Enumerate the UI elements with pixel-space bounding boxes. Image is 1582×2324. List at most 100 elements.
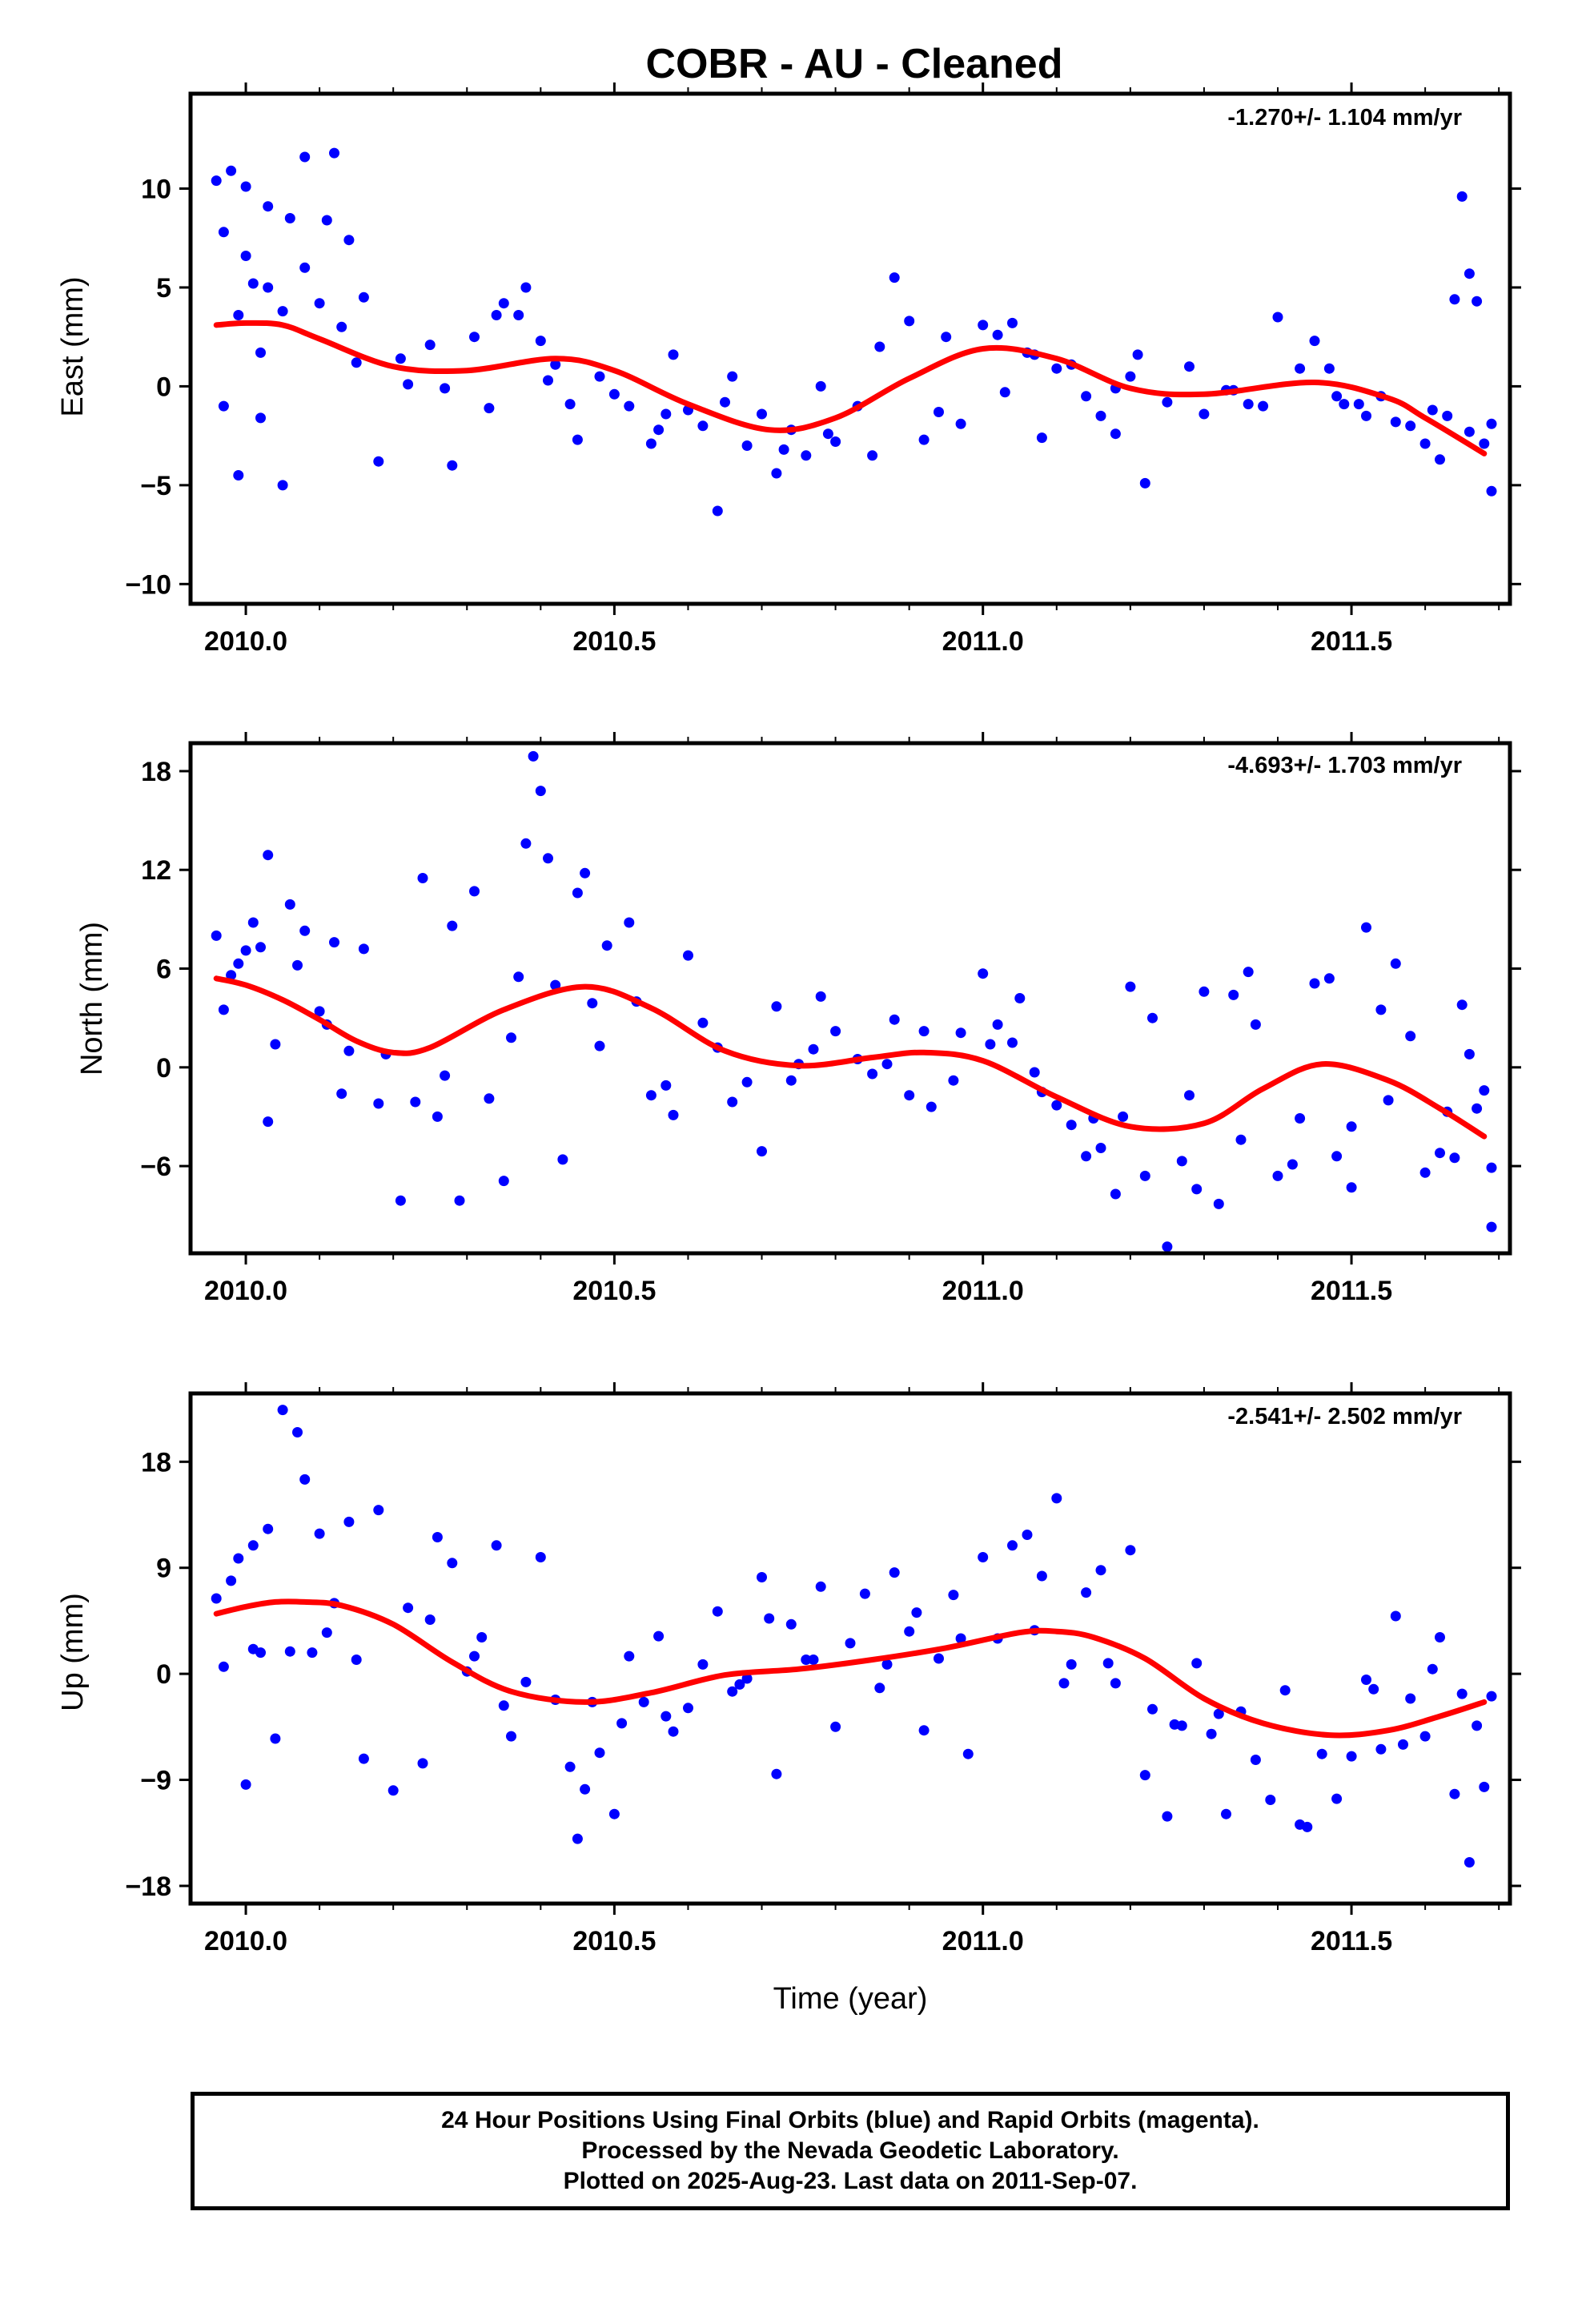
data-point-north bbox=[955, 1027, 966, 1039]
data-point-north bbox=[299, 925, 311, 936]
data-point-up bbox=[1022, 1530, 1033, 1540]
data-point-north bbox=[535, 786, 546, 797]
data-point-east bbox=[999, 387, 1010, 398]
data-point-north bbox=[1014, 993, 1026, 1003]
data-point-east bbox=[830, 436, 841, 447]
data-point-north bbox=[506, 1032, 516, 1043]
data-point-up bbox=[476, 1632, 488, 1642]
data-point-north bbox=[1191, 1184, 1203, 1195]
data-point-up bbox=[1007, 1540, 1018, 1551]
data-point-up bbox=[1191, 1658, 1203, 1669]
data-point-up bbox=[904, 1626, 915, 1637]
data-point-north bbox=[1250, 1019, 1261, 1030]
plot-frame-north bbox=[188, 741, 1512, 1256]
data-point-east bbox=[233, 470, 244, 480]
data-point-east bbox=[1435, 454, 1445, 465]
data-point-east bbox=[218, 400, 229, 412]
data-point-east bbox=[1081, 391, 1092, 402]
y-tick-label-east: 0 bbox=[156, 372, 171, 402]
data-point-up bbox=[277, 1405, 288, 1416]
data-point-up bbox=[808, 1655, 819, 1665]
data-point-north bbox=[1456, 999, 1468, 1011]
data-point-north bbox=[550, 979, 561, 991]
data-point-east bbox=[668, 349, 679, 360]
data-point-north bbox=[1081, 1151, 1092, 1162]
data-point-east bbox=[226, 165, 237, 176]
data-point-up bbox=[351, 1655, 362, 1665]
data-point-north bbox=[1051, 1100, 1062, 1111]
data-point-east bbox=[277, 306, 288, 317]
data-point-east bbox=[240, 251, 251, 261]
data-point-north bbox=[741, 1076, 753, 1088]
data-point-up bbox=[520, 1676, 532, 1687]
x-tick-label-up: 2010.0 bbox=[204, 1926, 287, 1956]
y-tick-label-up: −9 bbox=[140, 1766, 171, 1796]
data-point-east bbox=[771, 468, 782, 479]
data-point-east bbox=[277, 480, 288, 491]
data-point-up bbox=[218, 1661, 229, 1672]
data-point-north bbox=[889, 1014, 900, 1025]
data-point-up bbox=[1427, 1663, 1438, 1675]
y-tick-label-north: 6 bbox=[156, 955, 171, 985]
data-point-north bbox=[948, 1075, 959, 1086]
data-point-east bbox=[918, 434, 930, 445]
data-point-east bbox=[1405, 420, 1416, 432]
data-point-north bbox=[587, 998, 598, 1009]
data-point-up bbox=[358, 1753, 369, 1764]
data-point-north bbox=[1309, 978, 1320, 989]
data-point-up bbox=[1449, 1788, 1460, 1799]
data-point-north bbox=[336, 1088, 347, 1100]
data-point-up bbox=[668, 1726, 679, 1737]
data-point-east bbox=[1472, 296, 1483, 307]
data-point-east bbox=[889, 272, 900, 283]
data-point-up bbox=[564, 1761, 576, 1772]
data-point-up bbox=[211, 1593, 222, 1604]
data-point-north bbox=[211, 930, 222, 941]
data-point-up bbox=[1456, 1688, 1468, 1699]
data-point-north bbox=[1435, 1148, 1445, 1159]
data-point-up bbox=[683, 1703, 693, 1714]
data-point-up bbox=[1206, 1728, 1217, 1739]
data-point-north bbox=[1184, 1090, 1195, 1101]
data-point-east bbox=[373, 456, 384, 467]
data-point-east bbox=[233, 310, 244, 320]
data-point-north bbox=[469, 886, 480, 897]
data-point-east bbox=[535, 336, 546, 347]
data-point-up bbox=[881, 1659, 893, 1670]
data-point-east bbox=[564, 399, 576, 410]
data-point-up bbox=[403, 1602, 414, 1614]
data-point-up bbox=[594, 1747, 605, 1759]
data-point-north bbox=[1383, 1095, 1394, 1106]
data-point-north bbox=[1213, 1198, 1224, 1209]
data-point-east bbox=[1361, 410, 1371, 421]
y-tick-label-up: 18 bbox=[141, 1447, 171, 1478]
data-point-north bbox=[373, 1098, 384, 1109]
data-point-up bbox=[1405, 1693, 1416, 1704]
data-point-up bbox=[292, 1427, 303, 1437]
data-point-east bbox=[440, 383, 451, 394]
data-point-east bbox=[1456, 191, 1468, 202]
data-point-east bbox=[1390, 416, 1401, 428]
rate-label-east: -1.270+/- 1.104 mm/yr bbox=[1227, 105, 1462, 131]
data-point-up bbox=[911, 1607, 922, 1618]
data-point-north bbox=[270, 1039, 281, 1050]
data-point-up bbox=[638, 1696, 649, 1707]
data-point-north bbox=[263, 850, 274, 861]
data-point-north bbox=[580, 867, 591, 879]
data-point-north bbox=[218, 1004, 229, 1015]
data-point-north bbox=[226, 970, 237, 981]
x-tick-label-up: 2011.0 bbox=[942, 1926, 1024, 1956]
data-point-up bbox=[978, 1552, 989, 1562]
data-point-up bbox=[247, 1540, 259, 1551]
data-point-east bbox=[720, 396, 730, 408]
chart-title: COBR - AU - Cleaned bbox=[646, 41, 1063, 87]
y-axis-label-north: North (mm) bbox=[75, 922, 109, 1076]
data-point-east bbox=[1139, 477, 1150, 489]
data-point-east bbox=[653, 424, 665, 436]
y-axis-label-east: East (mm) bbox=[56, 276, 90, 416]
data-point-up bbox=[1147, 1703, 1158, 1715]
data-point-up bbox=[1346, 1751, 1357, 1762]
x-tick-label-east: 2011.5 bbox=[1311, 626, 1392, 657]
data-point-east bbox=[314, 298, 325, 309]
